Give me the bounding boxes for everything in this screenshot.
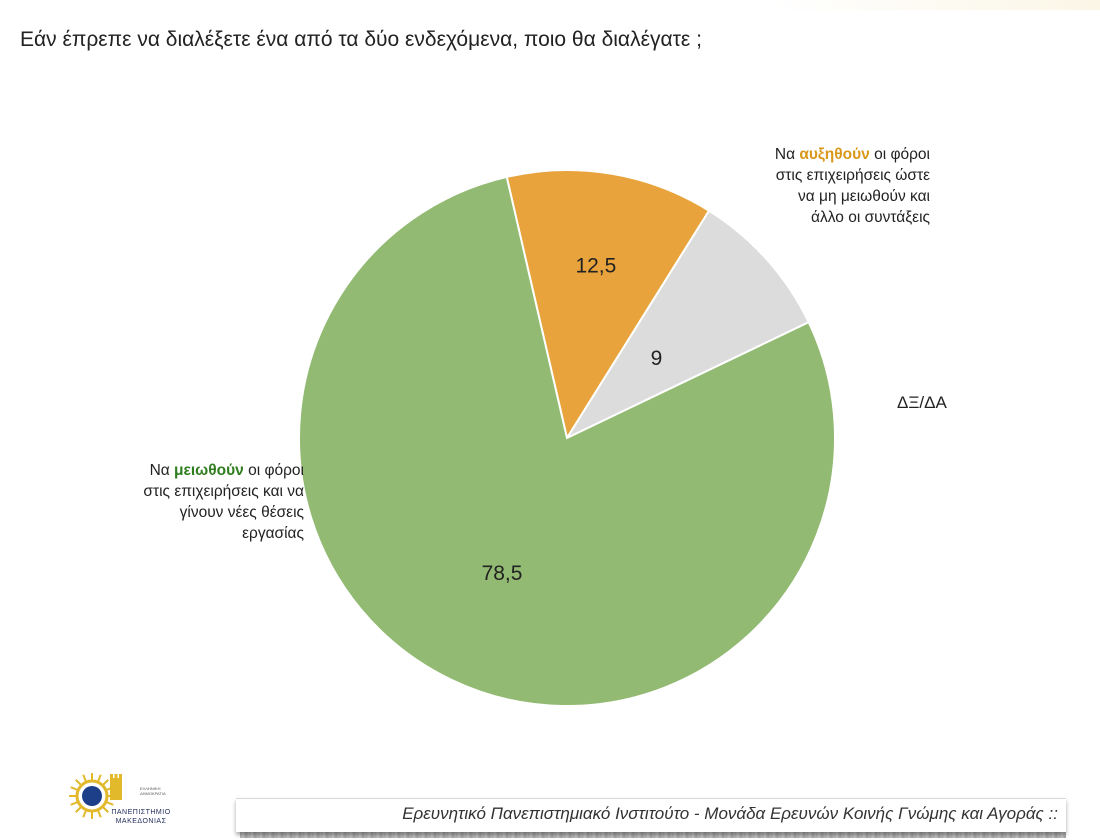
slice-label-decrease-line-2: γίνουν νέες θέσεις bbox=[179, 504, 304, 521]
slice-label-increase-line-1: στις επιχειρήσεις ώστε bbox=[775, 167, 930, 184]
logo-small-line-1: ΕΛΛΗΝΙΚΗ bbox=[140, 786, 161, 791]
slice-label-decrease-line-0: Να μειωθούν οι φόροι bbox=[143, 460, 304, 481]
logo-caption-line-2: ΜΑΚΕΔΟΝΙΑΣ bbox=[115, 818, 167, 825]
slice-label-increase-suffix: οι φόροι bbox=[869, 146, 930, 163]
pie-slice-increase bbox=[505, 169, 711, 441]
slice-label-increase-prefix: Να bbox=[774, 146, 800, 163]
slice-label-decrease-line-3: εργασίας bbox=[242, 525, 304, 542]
pie-slice-decrease bbox=[298, 175, 836, 707]
slice-label-decrease-prefix: Να bbox=[149, 462, 175, 479]
slice-label-increase-highlight: αυξηθούν bbox=[799, 146, 870, 163]
slice-label-increase-line-2: να μη μειωθούν και bbox=[798, 188, 930, 205]
footer-bar: Ερευνητικό Πανεπιστημιακό Ινστιτούτο - Μ… bbox=[236, 798, 1066, 838]
question-title: Εάν έπρεπε να διαλέξετε ένα από τα δύο ε… bbox=[20, 28, 702, 51]
slice-label-dk-text: ΔΞ/ΔΑ bbox=[897, 393, 947, 412]
pie-slice-dk bbox=[564, 209, 811, 441]
slice-label-decrease: Να μειωθούν οι φόροι στις επιχειρήσεις κ… bbox=[143, 460, 304, 544]
logo-small-line-2: ΔΗΜΟΚΡΑΤΙΑ bbox=[140, 791, 166, 796]
slice-label-increase: Να αυξηθούν οι φόροι στις επιχειρήσεις ώ… bbox=[775, 144, 930, 228]
footer-bar-shadow bbox=[240, 830, 1066, 838]
logo-small-text: ΕΛΛΗΝΙΚΗ ΔΗΜΟΚΡΑΤΙΑ bbox=[140, 786, 176, 796]
slice-label-decrease-suffix: οι φόροι bbox=[243, 462, 304, 479]
top-decor-strip bbox=[0, 0, 1100, 10]
logo-caption-line-1: ΠΑΝΕΠΙΣΤΗΜΙΟ bbox=[111, 809, 171, 816]
slice-label-increase-line-0: Να αυξηθούν οι φόροι bbox=[775, 144, 930, 165]
university-logo bbox=[66, 768, 186, 840]
slice-label-decrease-line-1: στις επιχειρήσεις και να bbox=[143, 483, 304, 500]
slice-label-dk: ΔΞ/ΔΑ bbox=[897, 392, 947, 413]
logo-caption: ΠΑΝΕΠΙΣΤΗΜΙΟ ΜΑΚΕΔΟΝΙΑΣ bbox=[106, 808, 176, 826]
footer-text: Ερευνητικό Πανεπιστημιακό Ινστιτούτο - Μ… bbox=[402, 804, 1058, 823]
pie-value-label-increase: 12,5 bbox=[575, 254, 616, 277]
university-seal-icon bbox=[69, 773, 122, 819]
slice-label-increase-line-3: άλλο οι συντάξεις bbox=[811, 209, 930, 226]
slice-label-decrease-highlight: μειωθούν bbox=[174, 462, 244, 479]
footer-bar-background bbox=[236, 798, 1066, 832]
pie-value-label-dk: 9 bbox=[651, 347, 663, 370]
pie-value-label-decrease: 78,5 bbox=[482, 562, 523, 585]
